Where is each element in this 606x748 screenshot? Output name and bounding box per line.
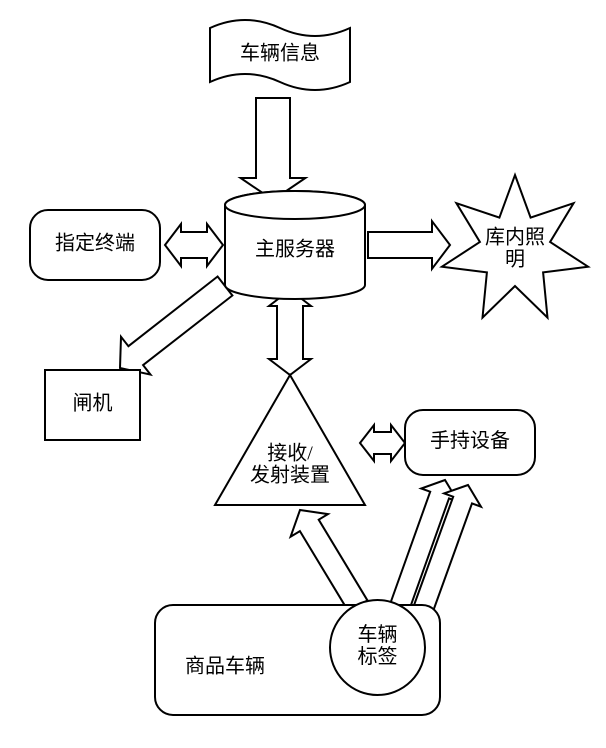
node-terminal-label: 指定终端 (55, 232, 135, 255)
node-main_server: 主服务器 (225, 191, 365, 299)
edge-terminal-main_server (165, 224, 223, 266)
edges (120, 98, 481, 621)
edge-vehicle_info-main_server (241, 98, 306, 200)
diagram-canvas: 车辆信息指定终端 库内照明闸机 主服务器接收/发射装置 手持设备商品车辆 车辆标签 (0, 0, 606, 743)
node-gate: 闸机 (45, 370, 140, 440)
node-transceiver: 接收/发射装置 (215, 375, 365, 505)
edge-vehicle_tag-transceiver (291, 510, 368, 612)
node-vehicle_tag: 车辆标签 (330, 600, 425, 695)
node-product_vehicle-label: 商品车辆 (185, 655, 265, 678)
node-vehicle_info: 车辆信息 (210, 20, 350, 90)
node-transceiver-label: 接收/ (267, 442, 313, 465)
node-main_server-label: 主服务器 (255, 238, 335, 261)
edge-main_server-gate (120, 277, 232, 375)
node-terminal: 指定终端 (30, 210, 160, 280)
edge-transceiver-handheld (360, 425, 405, 461)
node-vehicle_tag-label: 车辆 (358, 623, 398, 646)
edge-main_server-transceiver (269, 290, 311, 375)
node-lighting-label: 库内照 (485, 226, 545, 249)
node-gate-label: 闸机 (73, 392, 113, 415)
node-transceiver-label: 发射装置 (250, 464, 330, 487)
edge-main_server-lighting (368, 221, 450, 269)
node-lighting-label: 明 (505, 249, 525, 271)
node-lighting: 库内照明 (442, 175, 588, 318)
node-vehicle_tag-label: 标签 (358, 645, 398, 668)
node-handheld: 手持设备 (405, 410, 535, 475)
node-vehicle_info-label: 车辆信息 (240, 42, 320, 65)
node-handheld-label: 手持设备 (430, 429, 510, 452)
